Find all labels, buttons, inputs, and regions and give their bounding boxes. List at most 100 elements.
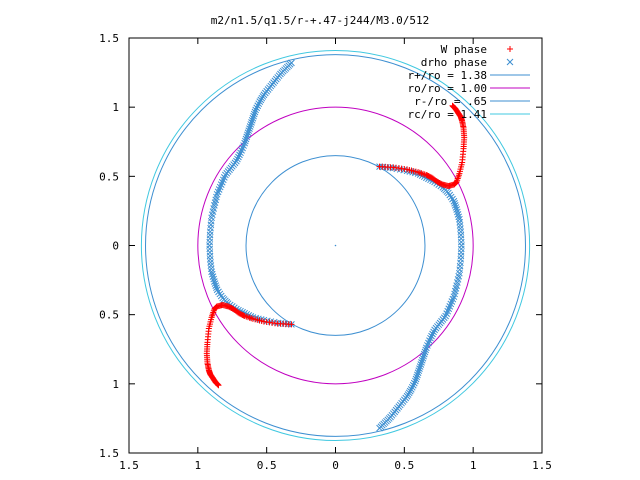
point-cross-arm0-82 (429, 330, 436, 338)
point-cross-arm0-94 (418, 356, 426, 364)
point-cross-arm0-36 (453, 206, 461, 213)
series-drho-phase (206, 59, 465, 432)
point-cross-arm0-104 (411, 377, 419, 385)
data-series (203, 59, 468, 432)
point-cross-arm1-35 (247, 121, 255, 128)
point-cross-arm0-100 (414, 369, 422, 377)
point-cross-arm1-39 (244, 129, 252, 137)
point-cross-arm0-98 (416, 365, 423, 372)
x-tick-label-5: 1 (470, 459, 477, 472)
point-cross-arm1-33 (248, 116, 256, 124)
point-cross-arm1-30 (250, 110, 258, 118)
point-plus-arm1-100 (215, 382, 222, 389)
legend-label-0: W phase (441, 43, 487, 56)
point-cross-arm1-27 (253, 104, 261, 112)
point-cross-arm1-97 (211, 280, 219, 287)
point-cross-arm0-38 (454, 211, 462, 218)
y-tick-label-1: 1 (112, 378, 119, 391)
point-cross-arm1-38 (245, 127, 253, 135)
point-cross-arm0-81 (430, 328, 437, 336)
point-cross-arm0-96 (417, 361, 425, 368)
point-cross-arm1-29 (251, 108, 259, 116)
point-cross-arm0-34 (451, 202, 459, 209)
x-tick-label-0: 1.5 (119, 459, 139, 472)
series-w-phase (203, 102, 468, 389)
point-cross-arm1-25 (255, 100, 263, 108)
point-cross-arm0-37 (453, 208, 461, 216)
point-cross-arm0-99 (415, 367, 423, 375)
point-cross-arm1-99 (213, 284, 220, 292)
legend-label-5: rc/ro = 1.41 (408, 108, 487, 121)
point-cross-arm1-96 (210, 278, 218, 285)
point-cross-arm1-43 (241, 137, 249, 145)
point-plus-arm1-99 (214, 381, 221, 388)
point-cross-arm1-51 (234, 155, 241, 163)
point-cross-arm1-94 (209, 273, 217, 280)
x-tick-label-2: 0.5 (257, 459, 277, 472)
legend-sample-drho-phase (506, 58, 514, 66)
y-tick-label-4: 0.5 (99, 170, 119, 183)
point-cross-arm1-92 (208, 268, 215, 276)
point-cross-arm1-26 (254, 102, 262, 110)
point-cross-arm0-32 (450, 197, 458, 205)
point-cross-arm0-39 (455, 213, 463, 221)
point-cross-arm1-93 (208, 270, 216, 278)
point-cross-arm1-42 (242, 135, 250, 143)
point-plus-arm0-98 (450, 103, 457, 110)
point-plus-arm1-98 (214, 381, 221, 388)
point-cross-arm1-41 (243, 133, 251, 141)
reference-circle-1 (197, 106, 474, 385)
point-cross-arm0-132 (376, 424, 383, 432)
y-tick-label-2: 0.5 (99, 309, 119, 322)
point-cross-arm1-95 (210, 275, 218, 283)
point-cross-arm1-98 (212, 282, 220, 289)
reference-circles (140, 49, 531, 442)
point-cross-arm1-28 (252, 106, 260, 114)
point-cross-arm0-35 (452, 204, 460, 211)
chart-title: m2/n1.5/q1.5/r-+.47-j244/M3.0/512 (211, 14, 430, 27)
x-tick-label-6: 1.5 (532, 459, 552, 472)
point-cross-arm0-105 (410, 379, 418, 387)
legend-label-4: r-/ro = .65 (414, 95, 487, 108)
point-cross-arm1-48 (237, 149, 244, 157)
legend-label-1: drho phase (421, 56, 487, 69)
point-cross-arm1-36 (246, 123, 254, 130)
y-tick-label-3: 0 (112, 240, 119, 253)
point-cross-arm1-50 (235, 153, 242, 161)
y-tick-label-0: 1.5 (99, 447, 119, 460)
point-cross-arm1-37 (246, 125, 253, 132)
point-cross-arm0-95 (418, 359, 425, 366)
legend-label-2: r+/ro = 1.38 (408, 69, 487, 82)
point-cross-arm0-97 (416, 363, 424, 370)
point-plus-arm0-99 (450, 103, 457, 110)
point-cross-arm0-33 (451, 199, 458, 207)
reference-circle-0 (145, 54, 526, 437)
point-cross-arm1-32 (249, 114, 257, 122)
point-cross-arm0-80 (431, 326, 438, 334)
point-cross-arm0-83 (428, 332, 435, 340)
point-cross-arm0-101 (414, 371, 421, 379)
point-cross-arm0-88 (423, 344, 430, 352)
point-cross-arm0-107 (408, 383, 416, 391)
x-tick-label-4: 0.5 (394, 459, 414, 472)
center-mark (334, 244, 337, 247)
y-tick-label-6: 1.5 (99, 32, 119, 45)
legend-sample-w-phase (507, 46, 513, 52)
point-cross-arm0-93 (419, 354, 427, 362)
point-cross-arm0-89 (422, 346, 430, 354)
point-cross-arm0-103 (412, 375, 420, 383)
point-cross-arm1-34 (248, 119, 255, 126)
point-cross-arm0-102 (413, 373, 421, 381)
point-cross-arm0-91 (420, 350, 428, 358)
point-cross-arm0-106 (409, 381, 417, 389)
point-cross-arm1-24 (256, 98, 264, 105)
x-tick-label-3: 0 (332, 459, 339, 472)
point-plus-arm0-100 (449, 102, 456, 109)
point-cross-arm1-49 (236, 151, 243, 159)
reference-circle-2 (245, 155, 426, 336)
x-tick-label-1: 1 (195, 459, 202, 472)
point-cross-arm1-40 (244, 131, 251, 139)
